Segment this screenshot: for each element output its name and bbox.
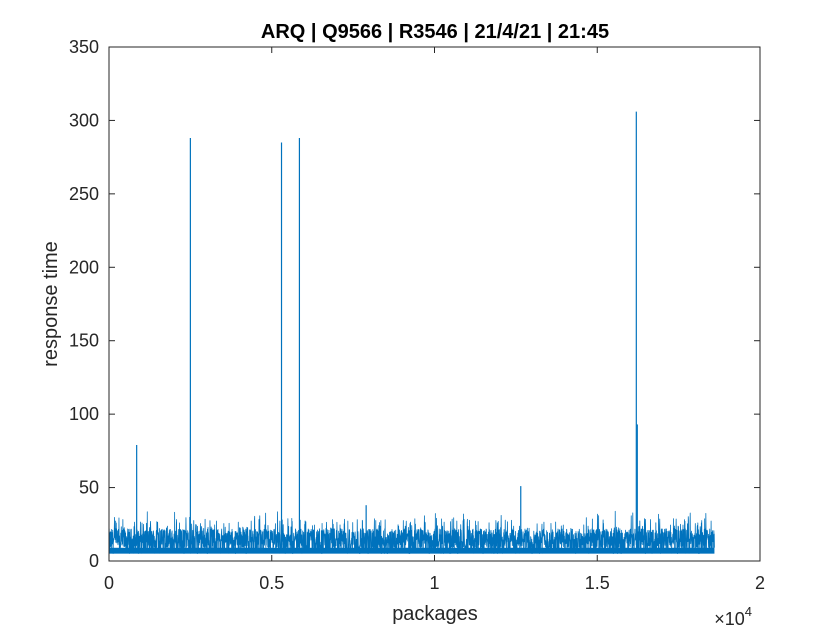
chart-title: ARQ | Q9566 | R3546 | 21/4/21 | 21:45 — [261, 21, 609, 43]
y-tick-label: 0 — [89, 551, 99, 571]
series-baseline-band — [109, 547, 715, 554]
y-tick-label: 50 — [79, 478, 99, 498]
x-exponent-power: 4 — [745, 604, 752, 619]
y-tick-label: 200 — [69, 257, 99, 277]
x-axis-label: packages — [392, 603, 478, 625]
x-ticks: 0 0.5 1 1.5 2 — [104, 47, 765, 593]
y-tick-label: 300 — [69, 110, 99, 130]
series-layer — [108, 111, 715, 555]
x-tick-label: 1 — [429, 573, 439, 593]
x-axis-exponent: ×104 — [714, 604, 752, 629]
y-axis-label: response time — [40, 241, 62, 367]
x-tick-label: 2 — [755, 573, 765, 593]
x-tick-label: 1.5 — [585, 573, 610, 593]
y-tick-label: 100 — [69, 404, 99, 424]
y-ticks: 0 50 100 150 200 250 300 350 — [69, 37, 760, 571]
x-tick-label: 0.5 — [259, 573, 284, 593]
x-exponent-base: ×10 — [714, 609, 745, 629]
series-line — [108, 510, 715, 555]
plot-area — [109, 47, 760, 561]
y-tick-label: 150 — [69, 331, 99, 351]
x-tick-label: 0 — [104, 573, 114, 593]
y-tick-label: 250 — [69, 184, 99, 204]
y-tick-label: 350 — [69, 37, 99, 57]
